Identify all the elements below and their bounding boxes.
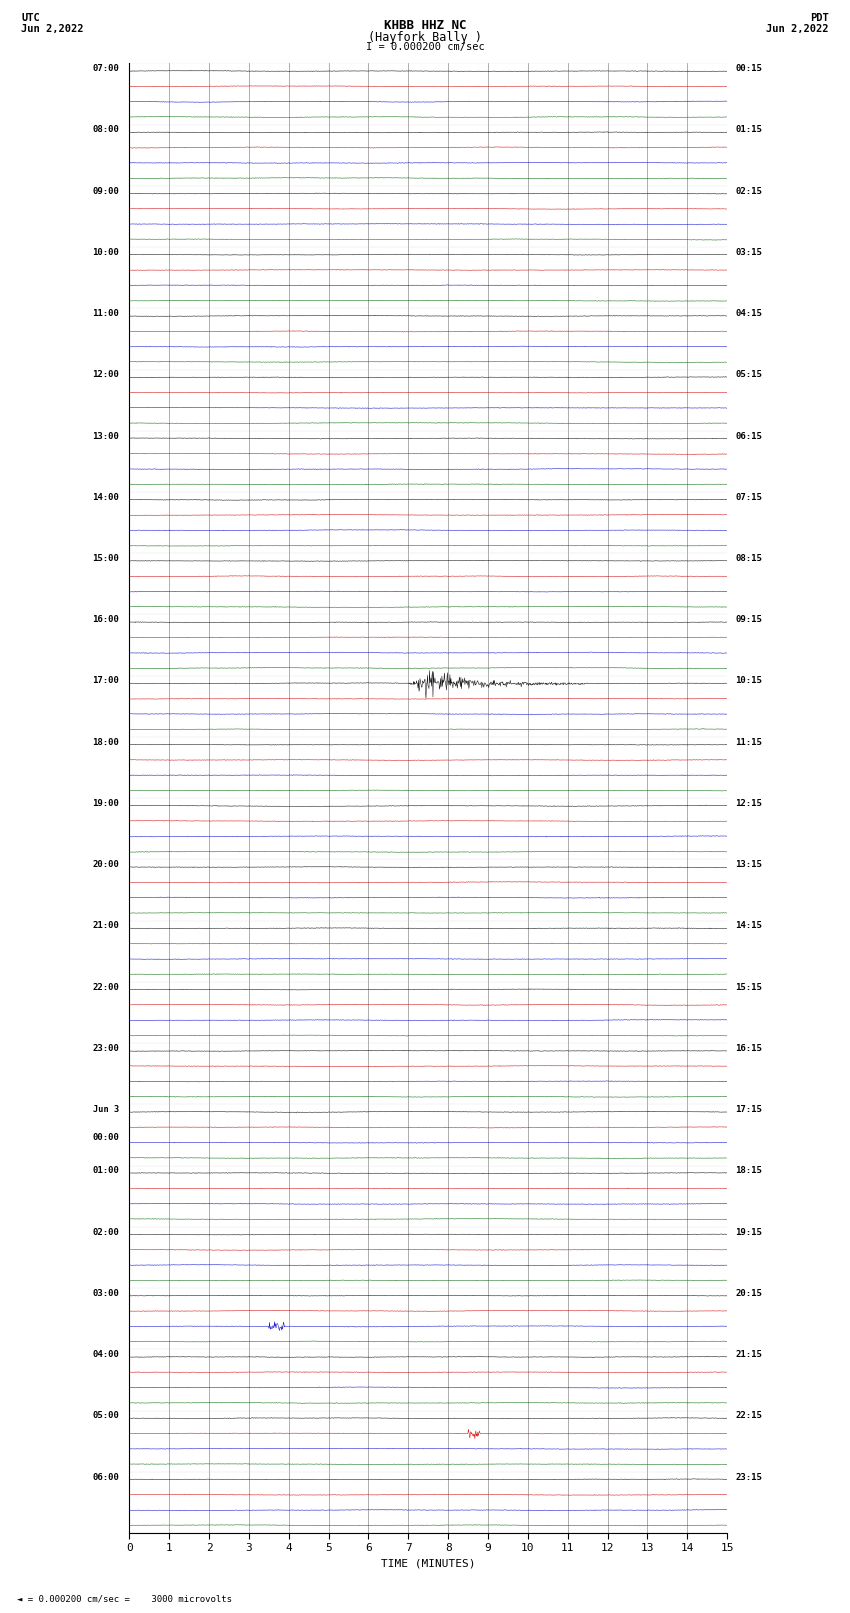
Text: 10:15: 10:15 bbox=[735, 676, 762, 686]
Text: 07:00: 07:00 bbox=[93, 65, 119, 73]
Text: 15:00: 15:00 bbox=[93, 553, 119, 563]
Text: Jun 2,2022: Jun 2,2022 bbox=[766, 24, 829, 34]
Text: 15:15: 15:15 bbox=[735, 982, 762, 992]
Text: 04:00: 04:00 bbox=[93, 1350, 119, 1360]
Text: 06:00: 06:00 bbox=[93, 1473, 119, 1481]
X-axis label: TIME (MINUTES): TIME (MINUTES) bbox=[381, 1560, 475, 1569]
Text: 03:00: 03:00 bbox=[93, 1289, 119, 1298]
Text: 04:15: 04:15 bbox=[735, 310, 762, 318]
Text: 00:00: 00:00 bbox=[93, 1132, 119, 1142]
Text: 02:15: 02:15 bbox=[735, 187, 762, 195]
Text: 11:00: 11:00 bbox=[93, 310, 119, 318]
Text: 18:00: 18:00 bbox=[93, 737, 119, 747]
Text: 19:00: 19:00 bbox=[93, 798, 119, 808]
Text: 22:00: 22:00 bbox=[93, 982, 119, 992]
Text: 23:15: 23:15 bbox=[735, 1473, 762, 1481]
Text: 11:15: 11:15 bbox=[735, 737, 762, 747]
Text: 20:00: 20:00 bbox=[93, 860, 119, 869]
Text: 09:00: 09:00 bbox=[93, 187, 119, 195]
Text: 21:00: 21:00 bbox=[93, 921, 119, 931]
Text: ◄ = 0.000200 cm/sec =    3000 microvolts: ◄ = 0.000200 cm/sec = 3000 microvolts bbox=[17, 1594, 232, 1603]
Text: 14:00: 14:00 bbox=[93, 494, 119, 502]
Text: 12:00: 12:00 bbox=[93, 371, 119, 379]
Text: 08:15: 08:15 bbox=[735, 553, 762, 563]
Text: Jun 2,2022: Jun 2,2022 bbox=[21, 24, 84, 34]
Text: 17:15: 17:15 bbox=[735, 1105, 762, 1115]
Text: 02:00: 02:00 bbox=[93, 1227, 119, 1237]
Text: 09:15: 09:15 bbox=[735, 615, 762, 624]
Text: 16:00: 16:00 bbox=[93, 615, 119, 624]
Text: 08:00: 08:00 bbox=[93, 126, 119, 134]
Text: 21:15: 21:15 bbox=[735, 1350, 762, 1360]
Text: 03:15: 03:15 bbox=[735, 248, 762, 256]
Text: 23:00: 23:00 bbox=[93, 1044, 119, 1053]
Text: 12:15: 12:15 bbox=[735, 798, 762, 808]
Text: 19:15: 19:15 bbox=[735, 1227, 762, 1237]
Text: 18:15: 18:15 bbox=[735, 1166, 762, 1176]
Text: 20:15: 20:15 bbox=[735, 1289, 762, 1298]
Text: 10:00: 10:00 bbox=[93, 248, 119, 256]
Text: 06:15: 06:15 bbox=[735, 432, 762, 440]
Text: 13:15: 13:15 bbox=[735, 860, 762, 869]
Text: KHBB HHZ NC: KHBB HHZ NC bbox=[383, 19, 467, 32]
Text: 13:00: 13:00 bbox=[93, 432, 119, 440]
Text: Jun 3: Jun 3 bbox=[94, 1105, 119, 1115]
Text: PDT: PDT bbox=[810, 13, 829, 23]
Text: UTC: UTC bbox=[21, 13, 40, 23]
Text: 07:15: 07:15 bbox=[735, 494, 762, 502]
Text: 16:15: 16:15 bbox=[735, 1044, 762, 1053]
Text: (Hayfork Bally ): (Hayfork Bally ) bbox=[368, 31, 482, 44]
Text: 22:15: 22:15 bbox=[735, 1411, 762, 1421]
Text: 01:00: 01:00 bbox=[93, 1166, 119, 1176]
Text: 05:00: 05:00 bbox=[93, 1411, 119, 1421]
Text: 00:15: 00:15 bbox=[735, 65, 762, 73]
Text: I = 0.000200 cm/sec: I = 0.000200 cm/sec bbox=[366, 42, 484, 52]
Text: 14:15: 14:15 bbox=[735, 921, 762, 931]
Text: 05:15: 05:15 bbox=[735, 371, 762, 379]
Text: 17:00: 17:00 bbox=[93, 676, 119, 686]
Text: 01:15: 01:15 bbox=[735, 126, 762, 134]
